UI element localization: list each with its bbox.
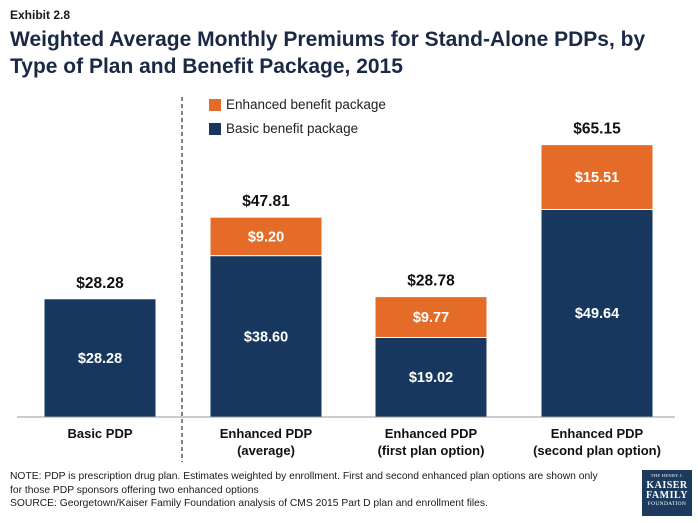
chart-title: Weighted Average Monthly Premiums for St… xyxy=(10,28,646,78)
logo-line-3: FAMILY xyxy=(646,489,688,501)
data-label-basic-2: $19.02 xyxy=(409,370,453,386)
exhibit-label: Exhibit 2.8 xyxy=(10,8,71,22)
kff-logo: THE HENRY J. KAISER FAMILY FOUNDATION xyxy=(642,470,692,516)
note-line-1: NOTE: PDP is prescription drug plan. Est… xyxy=(10,471,598,482)
total-label-1: $47.81 xyxy=(242,193,290,210)
bar-enhanced-1 xyxy=(209,216,323,257)
footnote: NOTE: PDP is prescription drug plan. Est… xyxy=(10,470,600,511)
bar-enhanced-2 xyxy=(374,296,488,338)
stacked-bar-chart: $28.28 $28.28 Basic PDP $38.60 $9.20 $47.81 En… xyxy=(17,97,675,462)
data-label-enhanced-2: $9.77 xyxy=(413,310,449,326)
legend-label-basic-benefit-package: Basic benefit package xyxy=(226,121,358,136)
logo-line-4: FOUNDATION xyxy=(647,500,687,507)
data-label-enhanced-3: $15.51 xyxy=(575,170,619,186)
logo-line-1: THE HENRY J. xyxy=(650,473,684,478)
category-label-2-1: (first plan option) xyxy=(378,443,485,458)
data-label-basic-0: $28.28 xyxy=(78,351,122,367)
legend-label-enhanced-benefit-package: Enhanced benefit package xyxy=(226,97,386,112)
category-label-0-0: Basic PDP xyxy=(67,426,132,441)
bar-enhanced-3 xyxy=(540,144,654,210)
data-label-enhanced-1: $9.20 xyxy=(248,229,284,245)
data-label-basic-1: $38.60 xyxy=(244,329,288,345)
category-label-3-1: (second plan option) xyxy=(533,443,661,458)
data-label-basic-3: $49.64 xyxy=(575,306,619,322)
category-label-3-0: Enhanced PDP xyxy=(551,426,644,441)
category-label-1-1: (average) xyxy=(237,443,295,458)
total-label-3: $65.15 xyxy=(573,121,621,138)
logo-line-2: KAISER xyxy=(646,479,688,491)
bar-basic-0 xyxy=(43,298,157,418)
note-line-2: for those PDP sponsors offering two enha… xyxy=(10,484,259,496)
total-label-2: $28.78 xyxy=(407,273,455,290)
total-label-0: $28.28 xyxy=(76,275,124,292)
legend-swatch-basic-benefit-package xyxy=(209,123,221,135)
category-label-2-0: Enhanced PDP xyxy=(385,426,478,441)
source-line: SOURCE: Georgetown/Kaiser Family Foundat… xyxy=(10,498,488,509)
legend-swatch-enhanced-benefit-package xyxy=(209,99,221,111)
category-label-1-0: Enhanced PDP xyxy=(220,426,313,441)
